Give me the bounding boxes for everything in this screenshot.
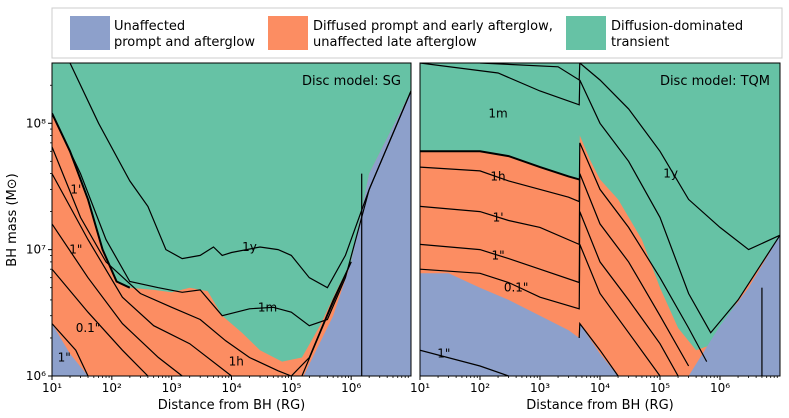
tqm-xtick-label-1: 10²	[470, 381, 490, 395]
tqm-contour-label-4: 1"	[491, 248, 504, 262]
sg-contour-label-2: 1h	[229, 355, 244, 369]
tqm-x-axis-label: Distance from BH (RG)	[526, 398, 673, 413]
legend: Unaffected prompt and afterglow Diffused…	[51, 7, 783, 59]
legend-unaffected-line2: prompt and afterglow	[114, 35, 255, 50]
sg-panel-title: Disc model: SG	[302, 74, 401, 89]
sg-contour-5	[52, 268, 149, 376]
panel-sg: 1y 1m 1h 1' 1" 0.1" 1" 10¹ 10² 10³ 10⁴ 10⁵ 10⁶ 10⁶ 10⁷…	[26, 62, 412, 413]
sg-ytick-label-2: 10⁸	[26, 116, 46, 130]
sg-xtick-label-0: 10¹	[42, 381, 62, 395]
tqm-contour-1	[420, 63, 780, 334]
sg-xtick-label-5: 10⁶	[341, 381, 361, 395]
sg-region-unaffected-left	[52, 323, 88, 376]
sg-contour-8	[301, 261, 352, 376]
legend-frame	[51, 7, 783, 59]
tqm-contour-label-0: 1y	[663, 167, 678, 181]
sg-contour-3	[52, 173, 232, 376]
sg-contour-label-4: 1"	[69, 243, 82, 257]
sg-regions: 1y 1m 1h 1' 1" 0.1" 1"	[52, 63, 411, 376]
tqm-xtick-label-5: 10⁶	[710, 381, 730, 395]
tqm-contour-label-2: 1h	[490, 169, 505, 183]
sg-contour-2	[52, 146, 292, 376]
legend-diffused-line2: unaffected late afterglow	[313, 35, 477, 50]
sg-contour-1	[52, 90, 411, 327]
tqm-boundary-line	[420, 150, 580, 181]
y-axis-label: BH mass (M⊙)	[5, 173, 20, 266]
legend-swatch-diffusion	[566, 16, 606, 50]
sg-boundary-line	[52, 112, 131, 289]
tqm-contour-label-1: 1m	[488, 106, 507, 120]
tqm-regions: 1y 1m 1h 1' 1" 0.1" 1"	[420, 63, 780, 376]
tqm-contour-label-5: 0.1"	[504, 281, 529, 295]
tqm-contour-2	[420, 142, 708, 362]
tqm-contour-0	[479, 63, 780, 251]
tqm-region-unaffected-right	[688, 235, 780, 376]
tqm-contour-5	[420, 244, 661, 376]
sg-contour-4	[52, 223, 183, 376]
sg-xtick-label-4: 10⁵	[281, 381, 301, 395]
tqm-contour-label-3: 1'	[493, 210, 504, 224]
sg-contour-label-5: 0.1"	[76, 321, 101, 335]
sg-contour-0	[69, 63, 411, 289]
sg-ytick-label-1: 10⁷	[26, 243, 46, 257]
tqm-contour-3	[420, 173, 690, 367]
sg-x-axis-label: Distance from BH (RG)	[158, 398, 305, 413]
sg-contour-label-0: 1y	[242, 240, 257, 254]
tqm-xtick-label-3: 10⁴	[590, 381, 610, 395]
legend-diffused-line1: Diffused prompt and early afterglow,	[313, 19, 553, 34]
sg-contour-label-3: 1'	[70, 182, 81, 196]
sg-contour-label-6: 1"	[58, 351, 71, 365]
tqm-xtick-label-2: 10³	[530, 381, 550, 395]
legend-swatch-unaffected	[70, 16, 110, 50]
legend-diffusion-line1: Diffusion-dominated	[611, 19, 743, 34]
tqm-contour-6	[420, 349, 509, 376]
tqm-contour-label-6: 1"	[437, 347, 450, 361]
legend-diffusion-line2: transient	[611, 35, 669, 50]
sg-plot-area: 1y 1m 1h 1' 1" 0.1" 1" 10¹ 10² 10³ 10⁴ 10⁵ 10⁶ 10⁶ 10⁷…	[26, 62, 412, 395]
sg-xtick-label-2: 10³	[162, 381, 182, 395]
tqm-xtick-label-0: 10¹	[410, 381, 430, 395]
sg-xtick-label-1: 10²	[102, 381, 122, 395]
panel-tqm: 1y 1m 1h 1' 1" 0.1" 1" 10¹ 10² 10³ 10⁴ 10⁵ 10⁶ Disc …	[410, 62, 781, 413]
legend-swatch-diffused	[268, 16, 308, 50]
sg-contour-label-1: 1m	[258, 300, 277, 314]
tqm-region-unaffected-left	[420, 273, 619, 376]
sg-region-diffused	[52, 91, 411, 376]
tqm-plot-area: 1y 1m 1h 1' 1" 0.1" 1" 10¹ 10² 10³ 10⁴ 10⁵ 10⁶	[410, 62, 781, 395]
tqm-panel-title: Disc model: TQM	[660, 74, 770, 89]
tqm-xtick-label-4: 10⁵	[650, 381, 670, 395]
legend-unaffected-line1: Unaffected	[114, 19, 185, 34]
sg-ytick-label-0: 10⁶	[26, 369, 46, 383]
sg-xtick-label-3: 10⁴	[221, 381, 241, 395]
sg-contour-6	[52, 323, 89, 376]
tqm-contour-7	[578, 321, 619, 376]
